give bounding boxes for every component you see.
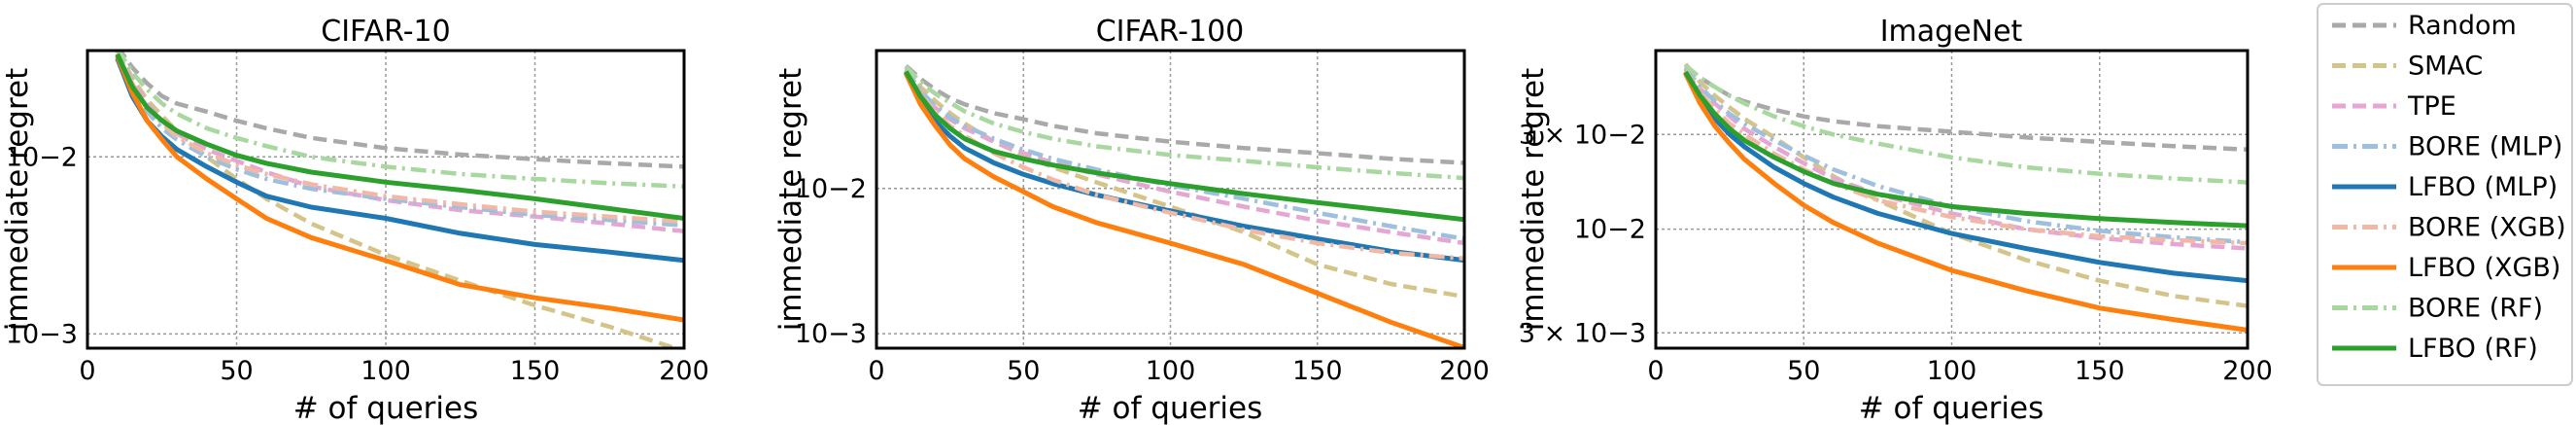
y-tick-labels: 10−3 10−2 xyxy=(6,142,78,349)
y-axis-label: immediate regret xyxy=(773,68,808,332)
x-tick-label: 50 xyxy=(220,356,253,386)
series-line-lfbo-mlp xyxy=(904,71,1464,264)
y-tick-label: 10−2 xyxy=(6,142,78,172)
x-tick-label: 0 xyxy=(868,356,884,386)
series-line-lfbo-xgb xyxy=(115,54,684,323)
legend-items: Random SMAC TPE BORE (MLP) LFBO (MLP) BORE (X… xyxy=(2332,11,2566,364)
series-line-bore-xgb xyxy=(904,69,1464,261)
grid xyxy=(876,51,1464,348)
y-axis-label: immediate regret xyxy=(1516,68,1551,332)
series-line-lfbo-mlp xyxy=(115,57,684,264)
legend-frame xyxy=(2317,3,2573,386)
series-line-random xyxy=(1684,64,2248,152)
y-tick-label: 10−2 xyxy=(795,174,867,204)
panel-title: ImageNet xyxy=(1880,15,2023,49)
legend-label-lfbo-rf: LFBO (RF) xyxy=(2408,334,2538,364)
x-axis-label: # of queries xyxy=(293,391,479,425)
legend-label-smac: SMAC xyxy=(2408,52,2483,82)
y-tick-labels: 10−3 10−2 xyxy=(795,174,867,349)
y-tick-label: 10−3 xyxy=(6,319,78,349)
legend-label-lfbo-mlp: LFBO (MLP) xyxy=(2408,172,2558,202)
grid xyxy=(1656,51,2248,348)
series-line-bore-xgb xyxy=(115,51,684,225)
series-line-lfbo-xgb xyxy=(904,72,1464,348)
series-line-bore-rf xyxy=(1684,63,2248,185)
series-line-tpe xyxy=(904,68,1464,246)
y-axis-label: immediate regret xyxy=(0,68,35,332)
x-tick-label: 0 xyxy=(79,356,95,386)
legend-label-random: Random xyxy=(2408,11,2517,41)
series-line-lfbo-rf xyxy=(115,53,684,221)
plot-frame xyxy=(86,49,686,350)
x-tick-label: 0 xyxy=(1647,356,1664,386)
series-line-tpe xyxy=(1683,67,2248,251)
legend-label-bore-xgb: BORE (XGB) xyxy=(2408,213,2566,243)
x-tick-label: 200 xyxy=(2222,356,2273,386)
series-line-random xyxy=(117,51,684,169)
x-tick-labels: 0 50 100 150 200 xyxy=(79,356,708,386)
plot-frame xyxy=(1654,49,2250,350)
series-line-bore-mlp xyxy=(1683,66,2248,245)
series-line-lfbo-rf xyxy=(1683,70,2248,229)
y-tick-label: 10−2 xyxy=(1574,215,1646,245)
y-tick-label: 3 × 10−2 xyxy=(1519,120,1646,150)
legend-label-tpe: TPE xyxy=(2407,91,2456,122)
legend-label-bore-mlp: BORE (MLP) xyxy=(2408,132,2562,162)
legend-label-bore-rf: BORE (RF) xyxy=(2408,294,2543,324)
series-line-smac xyxy=(1683,62,2248,308)
x-axis-label: # of queries xyxy=(1078,391,1263,425)
y-tick-labels: 3 × 10−3 10−2 3 × 10−2 xyxy=(1519,120,1646,348)
series-line-bore-rf xyxy=(116,51,684,190)
x-tick-label: 50 xyxy=(1787,356,1820,386)
chart-panel-imagenet: ImageNet 0 50 100 150 200 3 × 10−310−23 × 10… xyxy=(1516,15,2273,425)
panel-title: CIFAR-10 xyxy=(321,15,450,49)
x-tick-label: 150 xyxy=(510,356,561,386)
series-lines xyxy=(115,51,684,348)
x-tick-label: 100 xyxy=(1927,356,1977,386)
series-line-bore-mlp xyxy=(115,53,684,229)
x-tick-label: 50 xyxy=(1007,356,1040,386)
x-axis-label: # of queries xyxy=(1859,391,2044,425)
series-line-smac xyxy=(904,66,1464,300)
x-tick-label: 200 xyxy=(1439,356,1490,386)
chart-panel-cifar100: CIFAR-100 0 50 100 150 200 10−3 10−2 # of que… xyxy=(773,15,1490,425)
y-tick-label: 10−3 xyxy=(795,319,867,349)
panel-title: CIFAR-100 xyxy=(1096,15,1245,49)
plot-frame xyxy=(875,49,1466,350)
x-tick-labels: 0 50 100 150 200 xyxy=(1647,356,2272,386)
x-tick-labels: 0 50 100 150 200 xyxy=(868,356,1489,386)
series-line-random xyxy=(904,64,1464,165)
x-tick-label: 150 xyxy=(2075,356,2125,386)
x-tick-label: 150 xyxy=(1292,356,1343,386)
chart-panel-cifar10: CIFAR-10 0 50 100 150 200 10−3 10−2 # of quer… xyxy=(0,15,709,425)
x-tick-label: 100 xyxy=(361,356,411,386)
series-lines xyxy=(904,64,1464,348)
series-line-lfbo-mlp xyxy=(1683,70,2248,284)
y-tick-label: 3 × 10−3 xyxy=(1519,318,1646,348)
x-tick-label: 200 xyxy=(659,356,709,386)
legend: Random SMAC TPE BORE (MLP) LFBO (MLP) BORE (X… xyxy=(2317,3,2573,386)
series-line-lfbo-xgb xyxy=(1683,72,2248,333)
series-lines xyxy=(1683,62,2248,333)
series-line-bore-mlp xyxy=(904,68,1464,241)
series-line-bore-rf xyxy=(904,65,1464,181)
x-tick-label: 100 xyxy=(1146,356,1196,386)
series-line-lfbo-rf xyxy=(904,70,1464,223)
legend-label-lfbo-xgb: LFBO (XGB) xyxy=(2408,253,2560,283)
